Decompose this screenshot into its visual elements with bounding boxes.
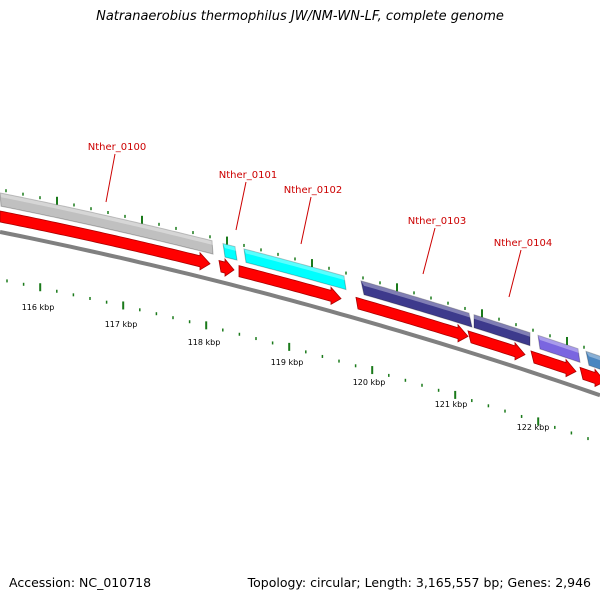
cds-arrow (530, 350, 577, 378)
scale-label: 117 kbp (105, 320, 138, 329)
accession-label: Accession: NC_010718 (9, 575, 152, 590)
scale-label: 120 kbp (353, 378, 386, 387)
feature-highlight (244, 248, 346, 281)
leader-line (235, 181, 247, 231)
leader-line (422, 227, 436, 275)
feature-block-nther-0100 (0, 192, 214, 255)
cds-arrow-nther-0102 (238, 265, 342, 306)
scale-labels: 116 kbp 117 kbp 118 kbp 119 kbp 120 kbp 121 k… (22, 303, 550, 432)
scale-label: 121 kbp (435, 400, 468, 409)
feature-highlight (223, 243, 237, 252)
feature-block (537, 334, 581, 364)
cds-arrow-nther-0101 (218, 257, 235, 277)
feature-highlight (586, 351, 600, 361)
feature-highlight (361, 280, 472, 319)
gene-label-nther-0102: Nther_0102 (284, 185, 342, 196)
genome-backbone (0, 230, 600, 398)
feature-block-nther-0101 (222, 242, 238, 261)
cds-arrow-nther-0104 (467, 330, 526, 361)
feature-block (585, 350, 600, 370)
genome-title: Natranaerobius thermophilus JW/NM-WN-LF,… (96, 9, 504, 24)
topology-summary: Topology: circular; Length: 3,165,557 bp… (247, 575, 591, 590)
scale-label: 119 kbp (271, 358, 304, 367)
gene-label-nther-0103: Nther_0103 (408, 216, 466, 227)
leader-line (508, 249, 522, 298)
leader-line (300, 196, 312, 245)
gene-label-nther-0104: Nther_0104 (494, 238, 552, 249)
cds-arrow-nther-0103 (355, 296, 469, 343)
cds-arrow-nther-0100 (0, 210, 211, 271)
scale-label: 116 kbp (22, 303, 55, 312)
feature-highlight (474, 314, 530, 337)
feature-highlight (538, 335, 580, 354)
scale-label: 118 kbp (188, 338, 221, 347)
gene-labels: Nther_0100 Nther_0101 Nther_0102 Nther_0103… (88, 142, 552, 249)
scale-label: 122 kbp (517, 423, 550, 432)
feature-block-nther-0102 (243, 248, 347, 291)
cds-arrows (0, 210, 600, 388)
feature-block-nther-0104 (473, 314, 531, 347)
gene-label-nther-0101: Nther_0101 (219, 170, 277, 181)
feature-highlight (0, 193, 213, 246)
upper-tick-track (5, 189, 585, 349)
cds-arrow (579, 366, 600, 388)
gene-label-leaders (105, 153, 522, 298)
lower-tick-track (6, 279, 589, 441)
leader-line (105, 153, 116, 203)
feature-blocks (0, 192, 600, 370)
feature-block-nther-0103 (360, 280, 473, 328)
gene-label-nther-0100: Nther_0100 (88, 142, 146, 153)
